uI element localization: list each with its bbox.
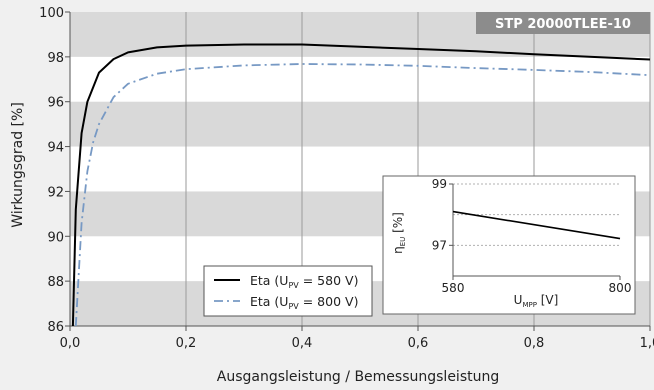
legend-label-580v: Eta (UPV = 580 V) <box>250 273 358 290</box>
legend-label-800v: Eta (UPV = 800 V) <box>250 294 358 311</box>
series-lines <box>71 43 651 327</box>
series-line-800v <box>74 63 651 327</box>
y-axis-title: Wirkungsgrad [%] <box>10 102 26 228</box>
y-tick-label: 86 <box>47 320 64 335</box>
axes <box>69 12 650 327</box>
y-tick-label: 100 <box>39 6 64 21</box>
inset-axes <box>452 184 620 277</box>
title-badge-background <box>476 12 650 34</box>
x-tick-label: 0,2 <box>176 336 197 351</box>
x-tick-label: 0,0 <box>60 336 81 351</box>
inset-x-tick-label: 580 <box>442 281 465 295</box>
chart-title: STP 20000TLEE-10 <box>495 17 631 32</box>
x-tick-label: 0,4 <box>292 336 313 351</box>
inset-y-tick-label: 99 <box>432 177 447 191</box>
x-tick-label: 1,0 <box>640 336 654 351</box>
inset-y-tick-label: 97 <box>432 238 447 252</box>
legend: Eta (UPV = 580 V) Eta (UPV = 800 V) <box>203 265 373 317</box>
title-badge: STP 20000TLEE-10 <box>476 12 650 34</box>
inset-series-lines <box>452 210 621 240</box>
legend-box <box>203 265 373 317</box>
y-tick-labels: 86 88 90 92 94 96 98 100 <box>39 6 70 335</box>
inset-y-axis-title: ηEU [%] <box>391 212 407 254</box>
inset-x-tick-labels: 580 800 <box>442 276 632 295</box>
x-tick-label: 0,8 <box>524 336 545 351</box>
gray-band <box>70 101 650 147</box>
inset-chart: 97 99 580 800 ηEU [%] UMPP [V] <box>382 175 636 315</box>
inset-y-tick-labels: 97 99 <box>432 177 453 252</box>
y-tick-label: 90 <box>47 230 64 245</box>
y-tick-label: 88 <box>47 275 64 290</box>
inset-series-line <box>452 210 621 240</box>
inset-x-tick-label: 800 <box>609 281 632 295</box>
x-tick-label: 0,6 <box>408 336 429 351</box>
x-axis-title: Ausgangsleistung / Bemessungsleistung <box>217 369 499 385</box>
series-line-580v <box>71 43 651 327</box>
y-tick-label: 92 <box>47 185 64 200</box>
y-tick-label: 98 <box>47 51 64 66</box>
y-tick-label: 96 <box>47 96 64 111</box>
inset-x-axis-title: UMPP [V] <box>514 293 559 309</box>
y-tick-label: 94 <box>47 141 64 156</box>
x-tick-labels: 0,0 0,2 0,4 0,6 0,8 1,0 <box>60 326 654 351</box>
